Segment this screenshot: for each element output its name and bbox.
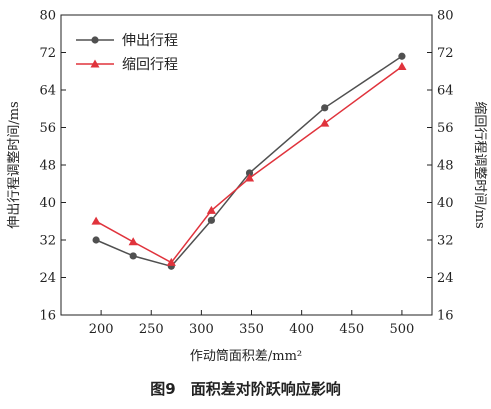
y-tick-label-left: 24 [39,271,56,286]
y-tick-label-left: 16 [39,309,56,324]
y-axis-left: 16 24 32 40 48 56 64 72 80 [39,9,66,324]
y-axis-right-title: 缩回行程调整时间/ms [472,101,488,228]
y-tick-label-left: 32 [39,234,56,249]
legend-label-extend: 伸出行程 [122,33,178,49]
y-tick-label-right: 16 [437,309,454,324]
x-axis-title: 作动筒面积差/mm² [190,348,302,364]
figure-caption: 图9 面积差对阶跃响应影响 [150,380,341,398]
data-point [321,104,329,112]
plot-frame [60,14,433,316]
data-point [207,216,216,224]
y-tick-label-left: 40 [39,196,56,211]
x-tick-label: 250 [139,322,164,337]
data-point [398,52,406,60]
data-point [128,237,138,246]
y-tick-label-right: 24 [437,271,454,286]
x-tick-label: 400 [289,322,314,337]
y-tick-label-right: 64 [437,84,454,99]
y-tick-label-right: 48 [437,159,454,174]
data-point [129,252,137,260]
legend-label-retract: 缩回行程 [122,57,178,73]
y-tick-label-left: 64 [39,84,56,99]
data-point [245,169,254,177]
y-tick-label-left: 48 [39,159,56,174]
data-point [206,205,217,214]
x-tick-label: 500 [390,322,415,337]
chart: 200 250 300 350 400 450 500 16 24 32 40 48 56 64 72 80… [7,9,488,365]
y-tick-label-right: 56 [437,121,454,136]
x-axis: 200 250 300 350 400 450 500 [89,310,415,337]
x-tick-label: 450 [339,322,364,337]
y-tick-label-left: 72 [39,46,56,61]
y-tick-label-left: 80 [39,9,56,24]
y-axis-right: 16 24 32 40 48 56 64 72 80 [427,9,454,324]
data-point [91,216,101,225]
data-point [244,173,255,182]
y-tick-label-right: 72 [437,46,454,61]
x-tick-label: 350 [239,322,264,337]
series-layer [91,52,407,270]
data-point [166,257,176,266]
series-line-0 [95,55,403,268]
legend: 伸出行程 缩回行程 [76,33,178,73]
data-point [320,118,330,127]
y-tick-label-right: 32 [437,234,454,249]
y-tick-label-right: 40 [437,196,454,211]
legend-marker-retract [90,59,100,68]
legend-marker-extend [91,36,99,44]
series-line-1 [95,65,403,264]
data-point [397,61,407,70]
y-axis-left-title: 伸出行程调整时间/ms [7,101,22,228]
x-tick-label: 300 [189,322,214,337]
data-point [92,236,100,244]
y-tick-label-right: 80 [437,9,454,24]
x-tick-label: 200 [89,322,114,337]
y-tick-label-left: 56 [39,121,56,136]
